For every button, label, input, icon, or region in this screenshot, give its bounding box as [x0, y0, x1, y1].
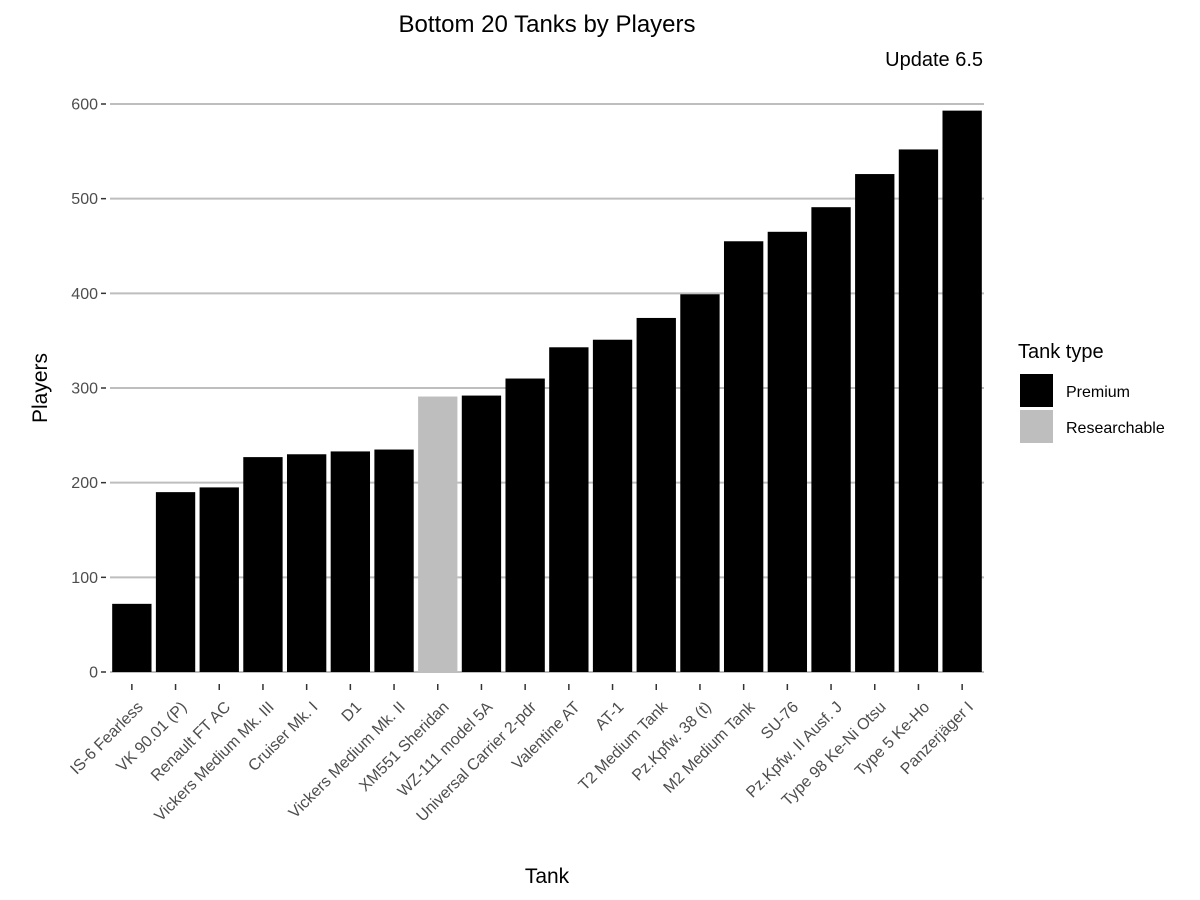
- y-axis: 0 100 200 300 400 500 600: [71, 97, 106, 682]
- bar-vickers-medium-mk-ii: [374, 449, 414, 672]
- bar-vickers-medium-mk-iii: [243, 457, 283, 672]
- chart-subtitle: Update 6.5: [885, 49, 983, 71]
- legend-title: Tank type: [1018, 341, 1104, 363]
- bar-type-5-ke-ho: [898, 149, 939, 672]
- legend: Tank type Premium Researchable: [1018, 341, 1165, 443]
- bars: [112, 110, 982, 673]
- bar-renault-ft-ac: [199, 487, 239, 672]
- bar-panzerj-ger-i: [942, 110, 982, 673]
- bar-vk-90-01-p: [155, 492, 196, 672]
- bar-valentine-at: [549, 347, 589, 672]
- bar-xm551-sheridan: [418, 396, 458, 672]
- gridlines: [110, 103, 984, 673]
- bar-wz-111-model-5a: [461, 395, 502, 672]
- y-tick-label: 500: [71, 191, 98, 208]
- legend-swatch-researchable: [1020, 410, 1053, 443]
- legend-swatch-premium: [1020, 374, 1053, 407]
- bar-m2-medium-tank: [723, 241, 764, 672]
- bar-universal-carrier-2-pdr: [505, 378, 545, 672]
- y-tick-label: 200: [71, 475, 98, 492]
- y-tick-label: 100: [71, 570, 98, 587]
- bar-pz-kpfw-ii-ausf-j: [811, 207, 851, 673]
- bar-su-76: [767, 231, 808, 673]
- x-tick-label: Pz.Kpfw. 38 (t): [629, 699, 715, 785]
- bar-cruiser-mk-i: [286, 454, 327, 672]
- bar-type-98-ke-ni-otsu: [855, 174, 895, 672]
- legend-label-researchable: Researchable: [1066, 420, 1165, 437]
- bar-d1: [330, 451, 371, 672]
- x-axis-title: Tank: [525, 865, 570, 888]
- y-axis-title: Players: [29, 353, 52, 423]
- bar-pz-kpfw-38-t: [680, 294, 720, 672]
- y-tick-label: 400: [71, 286, 98, 303]
- y-tick-label: 300: [71, 381, 98, 398]
- bar-is-6-fearless: [112, 603, 152, 672]
- x-tick-label: AT-1: [592, 699, 627, 734]
- legend-label-premium: Premium: [1066, 384, 1130, 401]
- x-tick-label: Renault FT AC: [148, 699, 234, 785]
- chart-title: Bottom 20 Tanks by Players: [398, 11, 695, 38]
- bar-at-1: [592, 339, 633, 672]
- y-tick-label: 0: [89, 665, 98, 682]
- y-tick-label: 600: [71, 97, 98, 114]
- bar-t2-medium-tank: [636, 317, 676, 672]
- x-tick-label: D1: [339, 699, 366, 726]
